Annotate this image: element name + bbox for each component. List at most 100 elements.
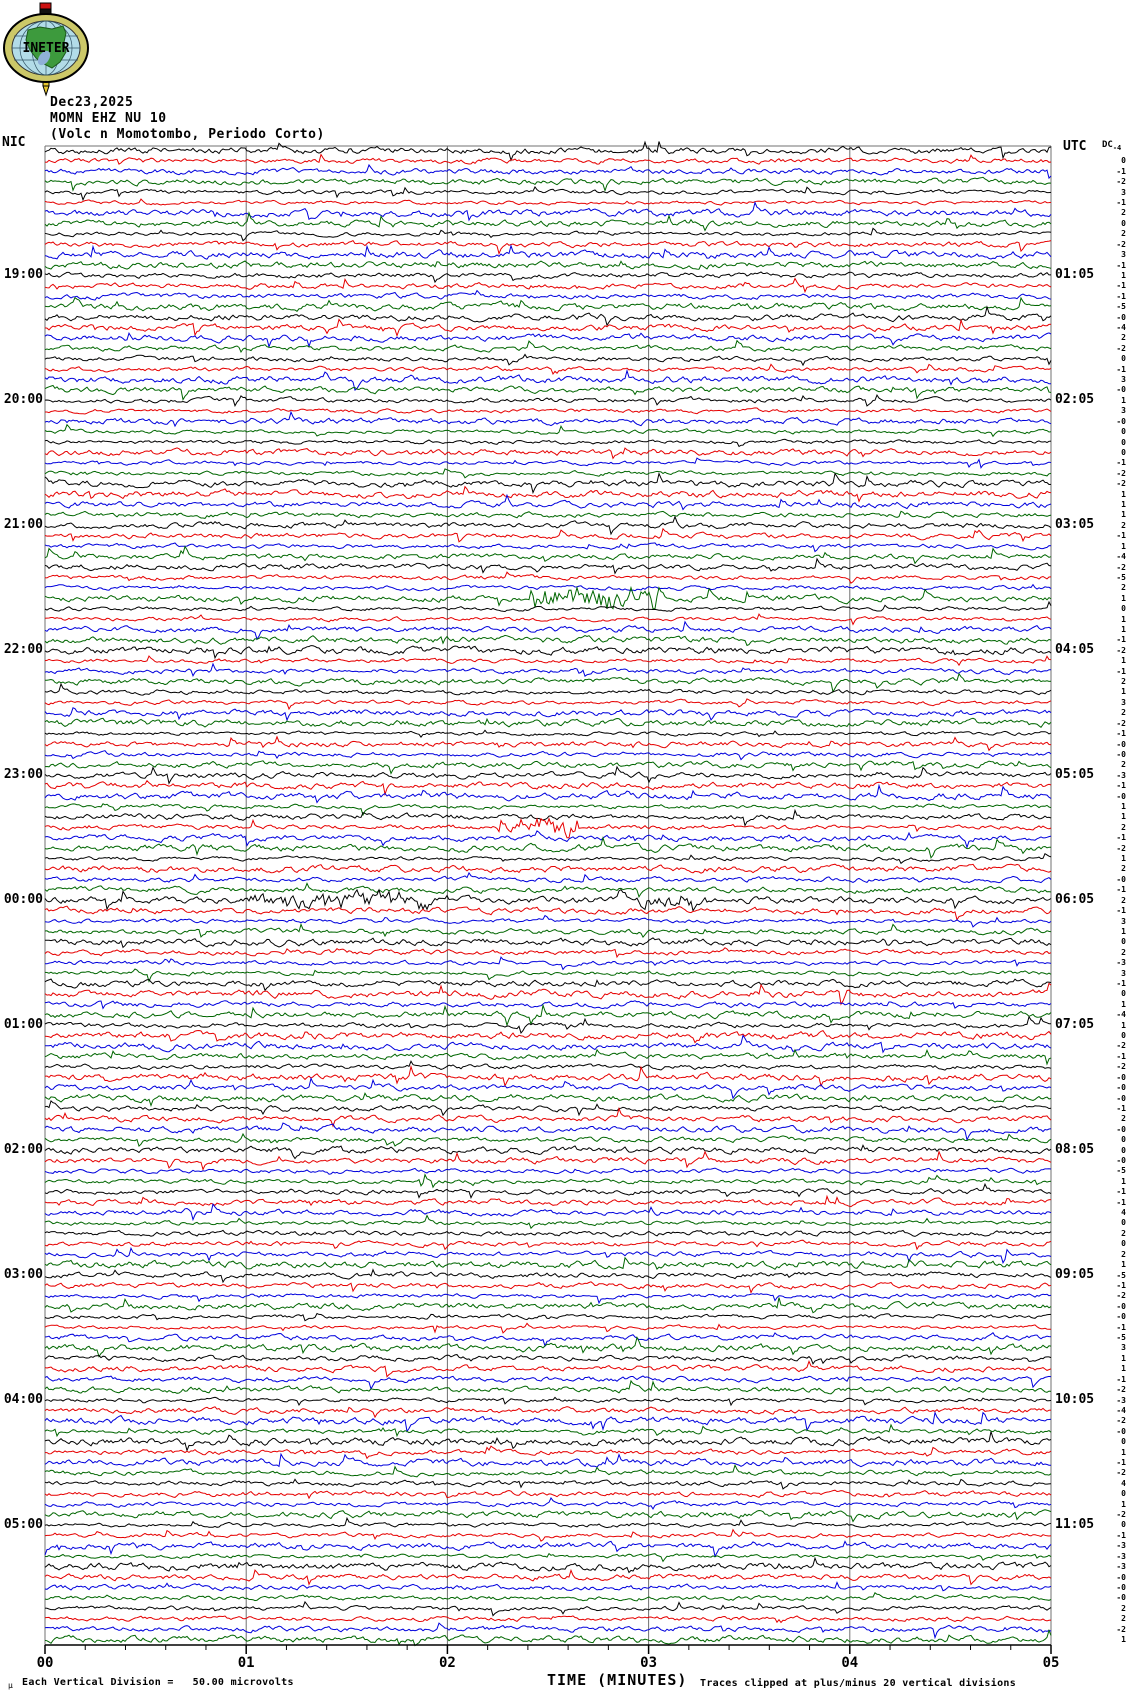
seismo-trace (44, 1106, 1052, 1128)
seismo-trace (44, 244, 1052, 260)
dc-offset-value: -2 (1116, 1291, 1126, 1301)
seismo-trace (44, 1144, 1052, 1160)
dc-offset-value: -0 (1116, 312, 1126, 322)
left-time-label: 02:00 (3, 1142, 43, 1158)
dc-offset-value: 1 (1121, 500, 1126, 510)
left-time-label: 23:00 (3, 767, 43, 783)
seismo-trace (44, 176, 1052, 193)
dc-offset-value: -0 (1116, 739, 1126, 749)
dc-offset-value: 0 (1121, 156, 1126, 166)
seismo-trace (44, 1173, 1052, 1189)
seismo-trace (44, 1015, 1052, 1035)
dc-offset-value: -1 (1116, 1530, 1126, 1540)
seismo-trace (44, 698, 1052, 711)
seismo-trace (44, 1615, 1052, 1624)
dc-offset-value: 1 (1121, 489, 1126, 499)
seismo-trace (44, 510, 1052, 519)
dc-offset-value: -2 (1116, 1041, 1126, 1051)
seismo-trace (44, 1297, 1052, 1314)
seismo-trace (44, 852, 1052, 865)
seismo-trace (44, 600, 1052, 613)
dc-offset-value: -5 (1116, 1270, 1126, 1280)
dc-offset-value: 0 (1121, 604, 1126, 614)
dc-offset-value: 2 (1121, 1228, 1126, 1238)
ineter-logo: INETER (3, 2, 89, 97)
dc-offset-value: 2 (1121, 520, 1126, 530)
seismo-trace (44, 1203, 1052, 1222)
dc-offset-value: -0 (1116, 749, 1126, 759)
seismo-trace (44, 485, 1052, 503)
seismo-trace (44, 1246, 1052, 1265)
seismo-trace (44, 239, 1052, 256)
seismo-trace (44, 289, 1052, 301)
dc-offset-value: -5 (1116, 1166, 1126, 1176)
dc-offset-value: -1 (1116, 291, 1126, 301)
dc-offset-value: 0 (1121, 1520, 1126, 1530)
dc-offset-value: -2 (1116, 1624, 1126, 1634)
dc-offset-column-header: DC-4 (1102, 140, 1121, 152)
seismo-trace (44, 353, 1052, 367)
dc-offset-value: 0 (1121, 1218, 1126, 1228)
seismo-trace (44, 1411, 1052, 1433)
seismo-trace (44, 1092, 1052, 1108)
seismo-trace (44, 914, 1052, 928)
seismo-trace (44, 1556, 1052, 1574)
dc-offset-value: -1 (1116, 531, 1126, 541)
seismo-trace (44, 585, 1052, 610)
dc-offset-value: -1 (1116, 166, 1126, 176)
dc-offset-value: -4 (1116, 1405, 1126, 1415)
dc-offset-value: 0 (1121, 218, 1126, 228)
dc-offset-value: -4 (1116, 552, 1126, 562)
dc-offset-value: -4 (1116, 1010, 1126, 1020)
dc-offset-value: -2 (1116, 718, 1126, 728)
seismo-trace (44, 830, 1052, 849)
dc-offset-value: 2 (1121, 583, 1126, 593)
left-time-label: 22:00 (3, 642, 43, 658)
seismo-trace (44, 978, 1052, 992)
dc-offset-value: 1 (1121, 270, 1126, 280)
right-time-label: 06:05 (1055, 892, 1095, 908)
seismo-trace (44, 682, 1052, 696)
dc-offset-value: 1 (1121, 1176, 1126, 1186)
x-axis-title: TIME (MINUTES) (547, 1671, 688, 1689)
dc-header-text: DC (1102, 140, 1113, 150)
seismo-trace (44, 1423, 1052, 1438)
dc-offset-value: -1 (1116, 364, 1126, 374)
seismo-trace (44, 1214, 1052, 1230)
seismo-trace (44, 1060, 1052, 1071)
dc-offset-value: 2 (1121, 333, 1126, 343)
left-time-label: 19:00 (3, 267, 43, 283)
seismo-trace (44, 472, 1052, 495)
dc-offset-value: -5 (1116, 302, 1126, 312)
dc-offset-value: -2 (1116, 1385, 1126, 1395)
dc-offset-value: 2 (1121, 895, 1126, 905)
dc-offset-value: -1 (1116, 666, 1126, 676)
seismo-trace (44, 1239, 1052, 1251)
seismo-trace (44, 447, 1052, 460)
seismo-trace (44, 882, 1052, 899)
seismo-trace (44, 438, 1052, 448)
dc-offset-value: -1 (1116, 833, 1126, 843)
seismo-trace (44, 1489, 1052, 1500)
dc-offset-value: 1 (1121, 1635, 1126, 1644)
right-time-label: 03:05 (1055, 517, 1095, 533)
seismo-trace (44, 1256, 1052, 1270)
right-time-label: 02:05 (1055, 392, 1095, 408)
seismo-trace (44, 368, 1051, 391)
dc-offset-value: 3 (1121, 1343, 1126, 1353)
seismo-trace (44, 394, 1052, 407)
seismo-trace (44, 1182, 1052, 1200)
dc-offset-value: 1 (1121, 687, 1126, 697)
seismo-trace (44, 645, 1052, 660)
seismo-trace (45, 956, 1052, 971)
seismo-trace (44, 1552, 1052, 1563)
left-time-label: 05:00 (3, 1516, 43, 1532)
dc-offset-value: -3 (1116, 1562, 1126, 1572)
seismo-trace (44, 410, 1052, 428)
seismo-trace (44, 1132, 1052, 1148)
dc-offset-value: -1 (1116, 906, 1126, 916)
dc-offset-value: -1 (1116, 1197, 1126, 1207)
header-date: Dec23,2025 (50, 95, 134, 110)
header-subtitle: (Volc n Momotombo, Periodo Corto) (50, 127, 325, 142)
